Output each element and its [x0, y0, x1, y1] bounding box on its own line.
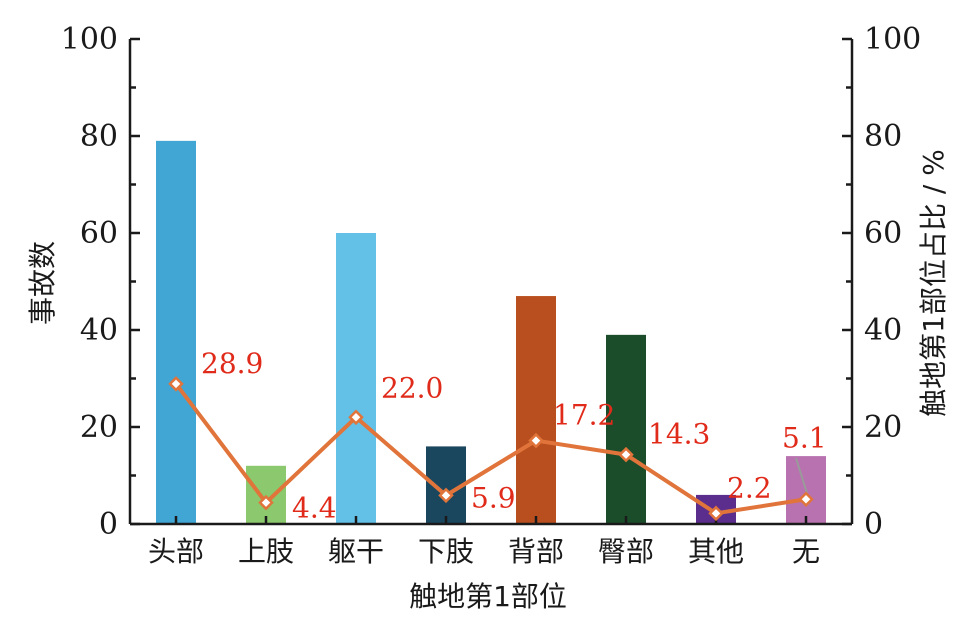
bar-series — [156, 140, 826, 524]
line-marker — [348, 409, 364, 426]
line-marker — [528, 432, 544, 449]
y-right-tick-label: 0 — [864, 507, 883, 542]
data-label: 14.3 — [648, 418, 710, 451]
category-label: 下肢 — [418, 535, 474, 568]
line-series — [168, 376, 814, 522]
axes: 0 20 40 60 80 100 0 20 40 60 80 100 头部 上肢 躯干 下肢 背部 臀部 其他 无 — [61, 22, 922, 568]
line-marker — [258, 494, 274, 511]
bar-1 — [156, 140, 196, 524]
bar-5 — [516, 296, 556, 524]
data-label: 2.2 — [727, 471, 772, 504]
data-label: 22.0 — [381, 371, 443, 404]
y-axis-right-title: 触地第1部位占比 / % — [917, 149, 950, 417]
line-marker — [798, 491, 814, 508]
y-right-tick-label: 40 — [864, 313, 902, 348]
category-label: 无 — [792, 535, 820, 568]
y-left-tick-label: 60 — [80, 216, 118, 251]
line-marker — [618, 446, 634, 463]
data-label: 17.2 — [553, 399, 615, 432]
y-right-tick-label: 60 — [864, 216, 902, 251]
bar-3 — [336, 233, 376, 524]
data-labels: 28.9 4.4 22.0 5.9 17.2 14.3 2.2 5.1 — [201, 347, 827, 525]
label-leader-line — [795, 457, 808, 494]
data-label: 5.1 — [782, 421, 827, 454]
data-label: 4.4 — [292, 492, 337, 525]
x-axis-title: 触地第1部位 — [409, 580, 567, 613]
percentage-line — [174, 382, 807, 516]
data-label: 5.9 — [471, 481, 516, 514]
bar-6 — [606, 334, 646, 524]
data-label: 28.9 — [201, 347, 263, 380]
category-label: 躯干 — [328, 535, 384, 568]
category-label: 其他 — [688, 535, 744, 568]
category-label: 背部 — [508, 535, 564, 568]
y-left-tick-label: 80 — [80, 119, 118, 154]
y-left-tick-label: 20 — [80, 410, 118, 445]
y-right-tick-label: 20 — [864, 410, 902, 445]
line-marker — [438, 487, 454, 504]
y-axis-left-title: 事故数 — [26, 241, 59, 325]
y-left-tick-label: 100 — [61, 22, 118, 57]
category-label: 上肢 — [238, 535, 294, 568]
y-right-tick-label: 80 — [864, 119, 902, 154]
category-label: 臀部 — [598, 535, 654, 568]
y-left-tick-label: 40 — [80, 313, 118, 348]
line-marker — [708, 505, 724, 522]
y-right-tick-label: 100 — [864, 22, 921, 57]
y-left-tick-label: 0 — [99, 507, 118, 542]
line-marker — [168, 376, 184, 392]
category-label: 头部 — [148, 535, 204, 568]
